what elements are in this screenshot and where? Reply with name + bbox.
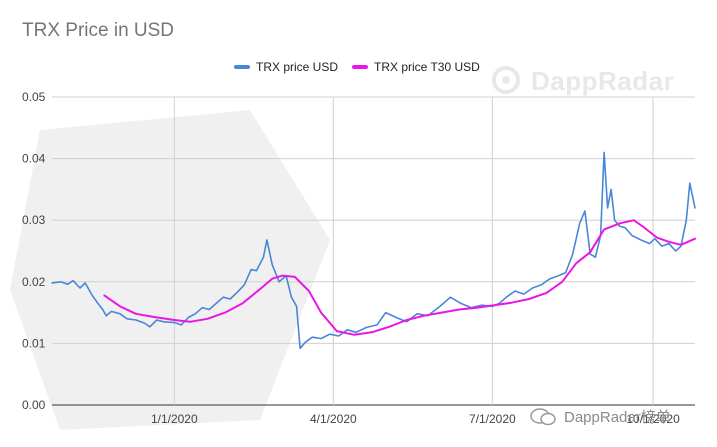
background-watermark-icon [10, 110, 330, 430]
y-tick-label: 0.03 [22, 213, 46, 227]
y-tick-label: 0.04 [22, 152, 46, 166]
legend-label-price: TRX price USD [256, 60, 339, 74]
y-tick-label: 0.00 [22, 398, 46, 412]
wechat-icon [530, 407, 556, 425]
legend-item-price: TRX price USD [234, 60, 338, 74]
x-tick-label: 4/1/2020 [310, 412, 357, 426]
legend-label-t30: TRX price T30 USD [374, 60, 480, 74]
footer-watermark-text: DappRadar榜单 [564, 409, 671, 426]
x-tick-label: 1/1/2020 [151, 412, 198, 426]
dappradar-logo-icon [492, 66, 520, 94]
legend-item-t30: TRX price T30 USD [352, 60, 480, 74]
legend-swatch-price [234, 65, 250, 69]
legend-swatch-t30 [352, 65, 369, 69]
y-tick-label: 0.05 [22, 90, 46, 104]
series-line-t30 [103, 219, 696, 336]
chart-legend: TRX price USD TRX price T30 USD [234, 60, 494, 74]
y-tick-label: 0.02 [22, 275, 46, 289]
y-tick-label: 0.01 [22, 336, 46, 350]
watermark-brand: DappRadar [531, 66, 675, 96]
x-tick-label: 7/1/2020 [469, 412, 516, 426]
footer-watermark: DappRadar榜单 [530, 406, 671, 427]
series-line-price [51, 151, 696, 350]
x-tick-label: 10/1/2020 [626, 412, 680, 426]
chart-title: TRX Price in USD [22, 20, 175, 41]
